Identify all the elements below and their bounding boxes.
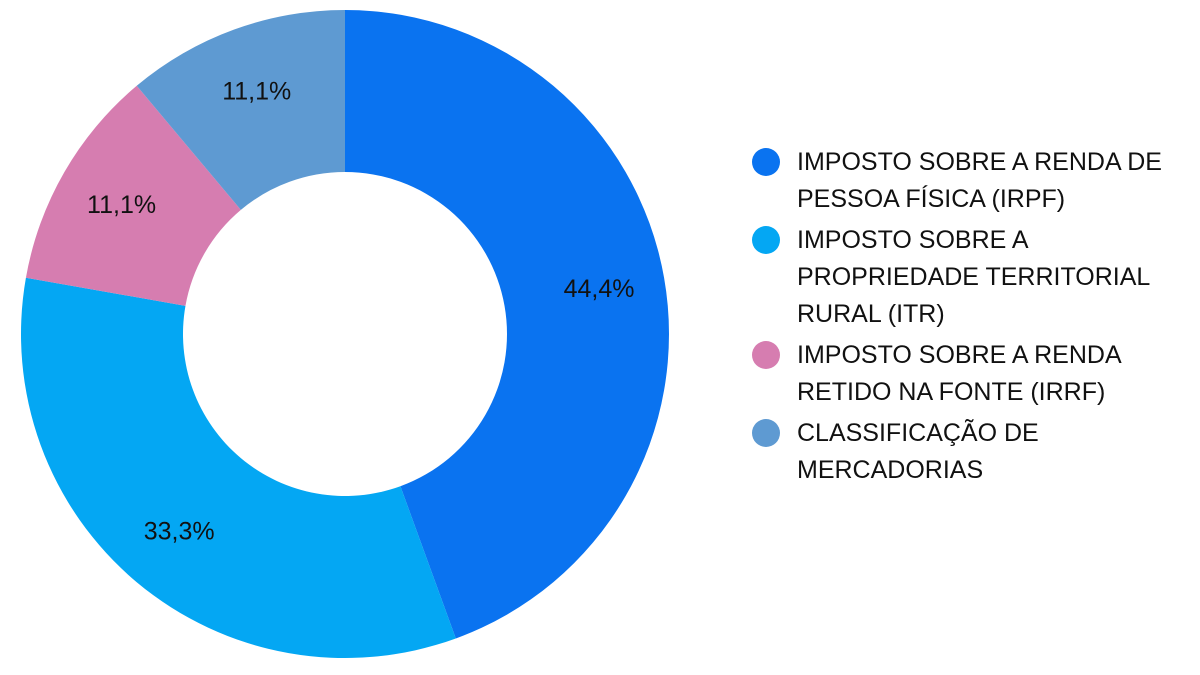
legend-item-itr[interactable]: IMPOSTO SOBRE A PROPRIEDADE TERRITORIAL … — [752, 222, 1182, 333]
legend-swatch-classificacao — [752, 419, 780, 447]
slice-irpf[interactable] — [345, 10, 669, 639]
slice-label-classificacao: 11,1% — [222, 78, 291, 106]
legend-swatch-irrf — [752, 341, 780, 369]
slice-classificacao[interactable] — [136, 10, 345, 210]
slice-label-irpf: 44,4% — [564, 275, 635, 303]
slice-irrf[interactable] — [25, 85, 241, 306]
slice-itr[interactable] — [21, 277, 456, 658]
slice-label-itr: 33,3% — [144, 518, 215, 546]
slices-layer — [21, 10, 669, 658]
legend-label-irrf: IMPOSTO SOBRE A RENDA RETIDO NA FONTE (I… — [797, 341, 1121, 406]
legend-item-classificacao[interactable]: CLASSIFICAÇÃO DE MERCADORIAS — [752, 415, 1182, 489]
legend-label-irpf: IMPOSTO SOBRE A RENDA DE PESSOA FÍSICA (… — [797, 148, 1162, 213]
legend-label-itr: IMPOSTO SOBRE A PROPRIEDADE TERRITORIAL … — [797, 226, 1150, 328]
donut-chart-svg: 44,4% 33,3% 11,1% 11,1% — [21, 10, 669, 658]
legend: IMPOSTO SOBRE A RENDA DE PESSOA FÍSICA (… — [752, 144, 1182, 493]
slice-labels-layer: 44,4% 33,3% 11,1% 11,1% — [87, 78, 634, 546]
legend-item-irpf[interactable]: IMPOSTO SOBRE A RENDA DE PESSOA FÍSICA (… — [752, 144, 1182, 218]
legend-label-classificacao: CLASSIFICAÇÃO DE MERCADORIAS — [797, 419, 1039, 484]
legend-swatch-itr — [752, 226, 780, 254]
legend-item-irrf[interactable]: IMPOSTO SOBRE A RENDA RETIDO NA FONTE (I… — [752, 337, 1182, 411]
slice-label-irrf: 11,1% — [87, 191, 156, 219]
legend-swatch-irpf — [752, 148, 780, 176]
